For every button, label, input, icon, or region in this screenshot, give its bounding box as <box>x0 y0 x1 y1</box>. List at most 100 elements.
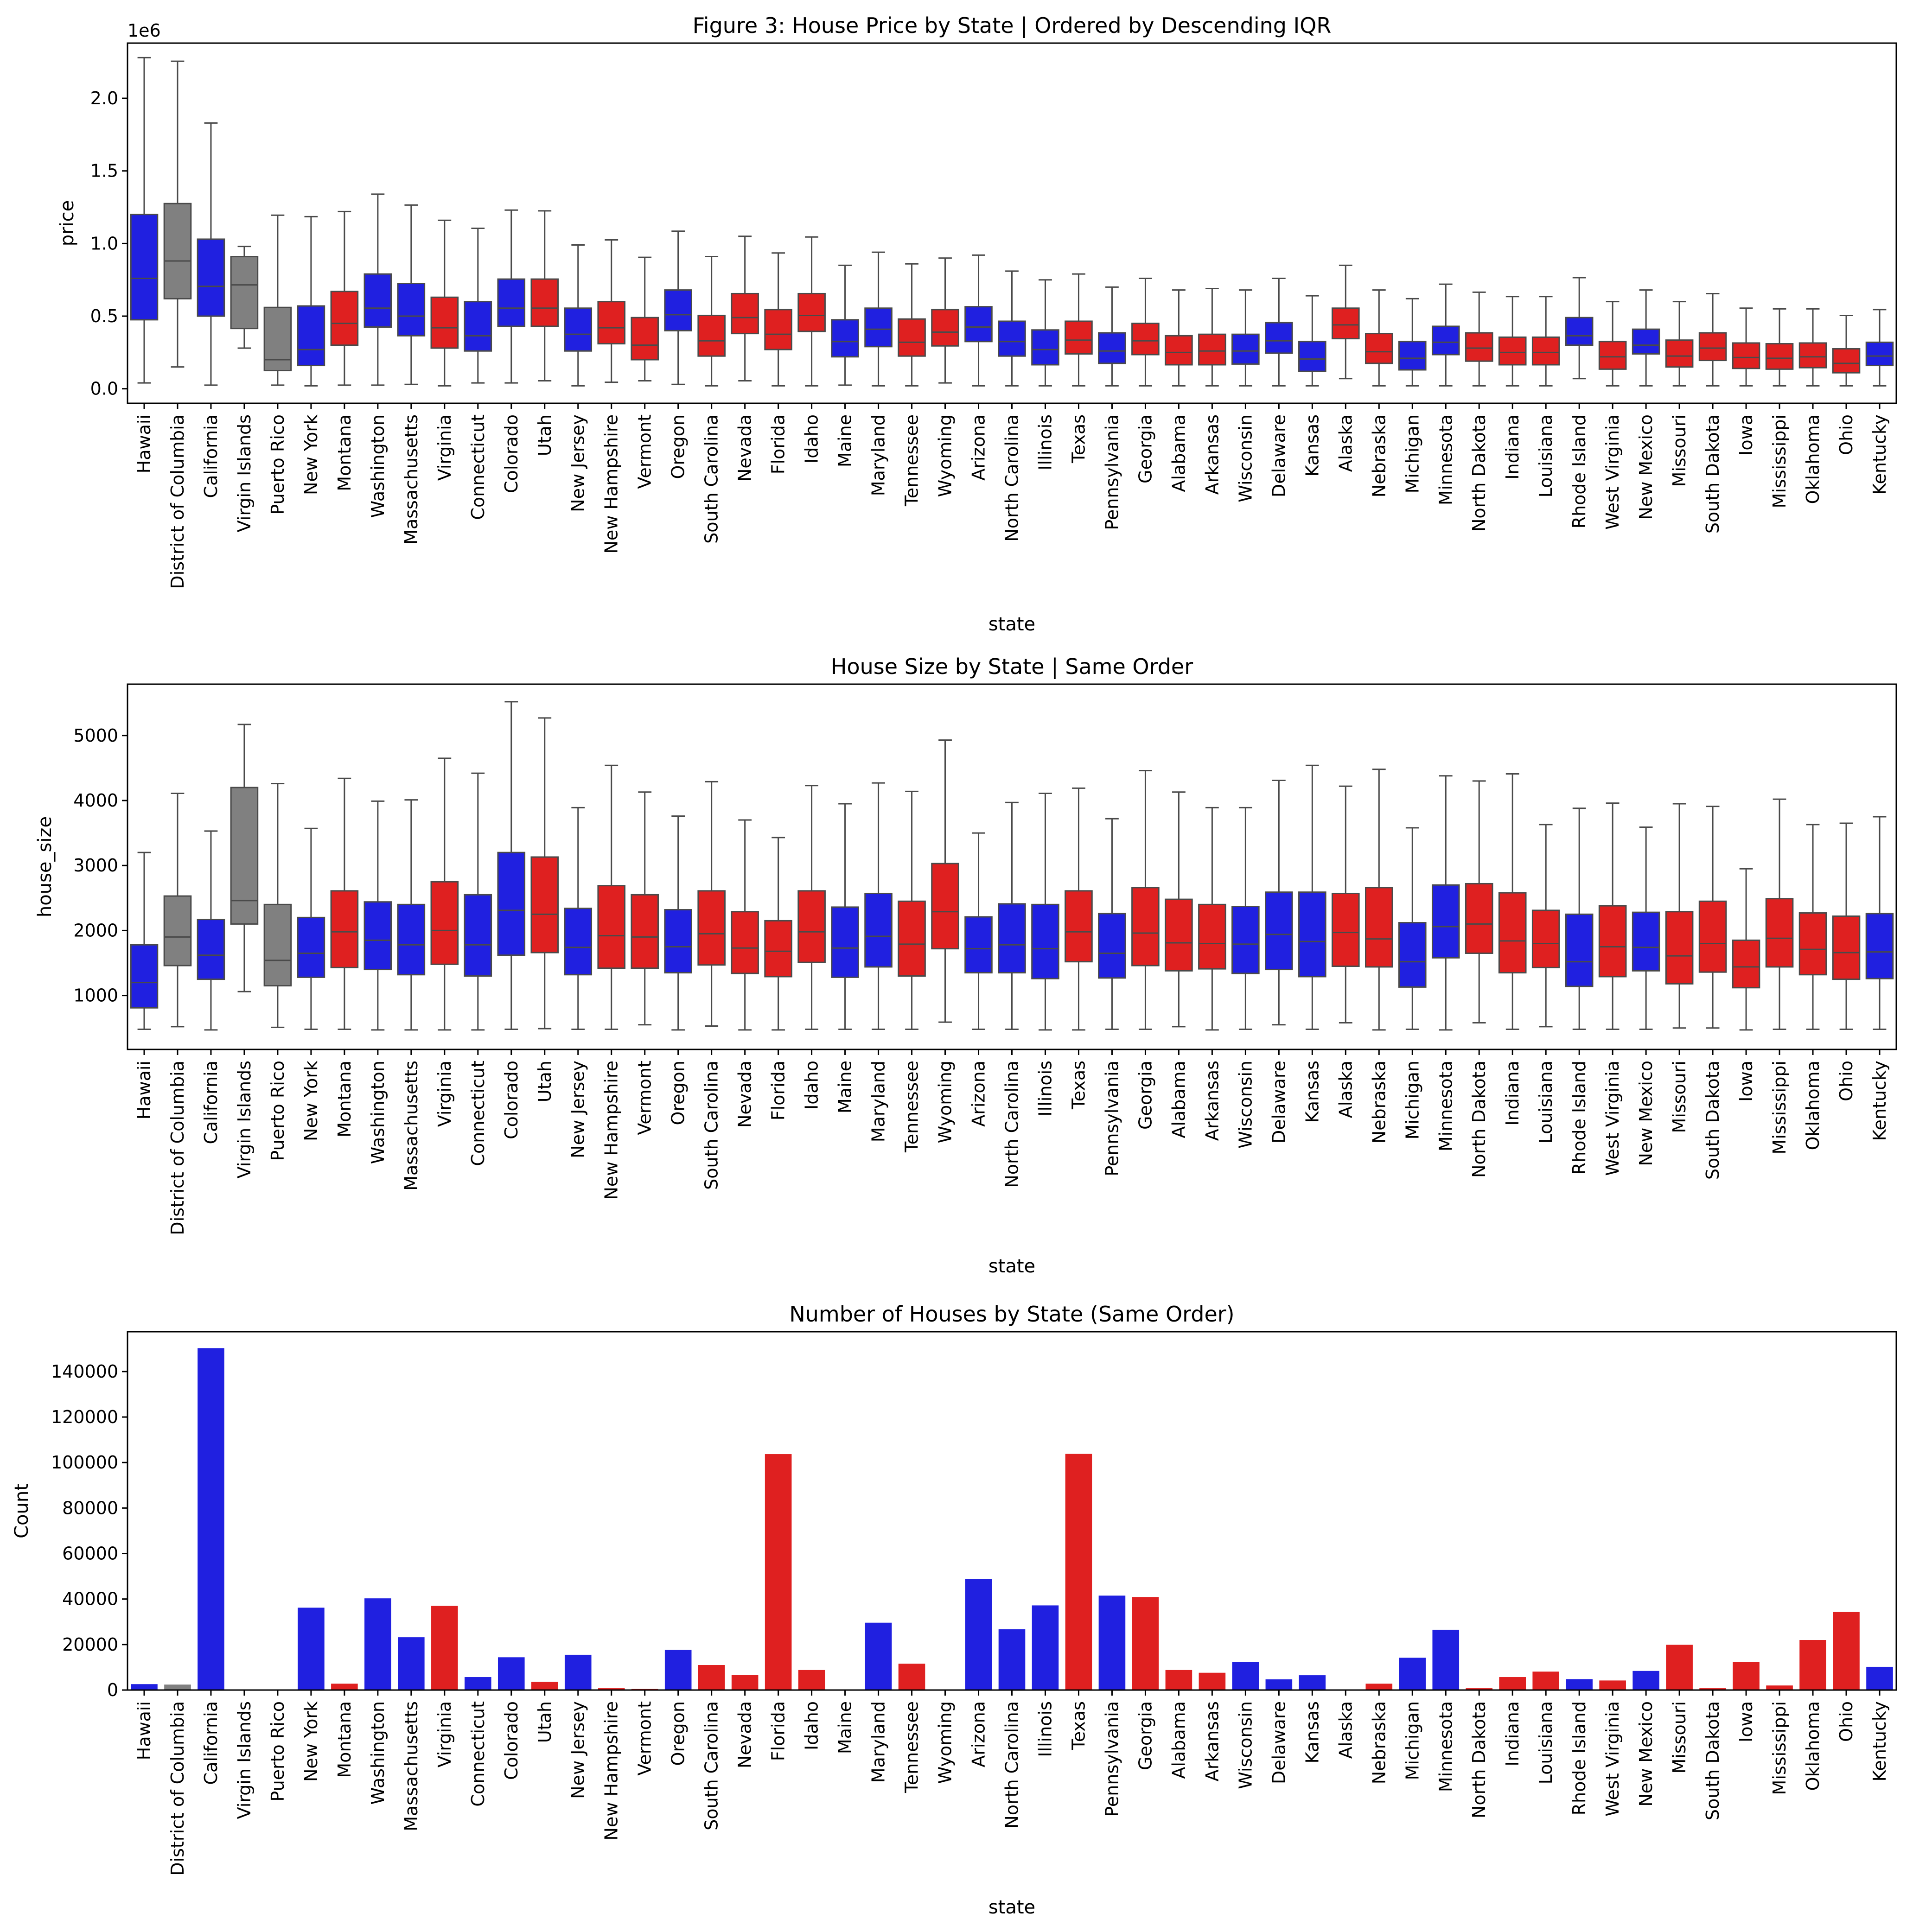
bar-washington <box>364 1598 391 1690</box>
bar-kentucky <box>1866 1666 1893 1690</box>
x-tick-label: Hawaii <box>134 1061 154 1119</box>
bar-new-york <box>298 1608 325 1690</box>
box-texas <box>1065 273 1093 387</box>
iqr-box <box>1765 898 1794 968</box>
x-tick-label: Indiana <box>1502 414 1523 480</box>
x-tick-label: Iowa <box>1736 414 1756 456</box>
x-tick-label: New York <box>301 1061 321 1141</box>
x-tick-label: Connecticut <box>468 414 488 520</box>
bar-north-carolina <box>998 1629 1026 1690</box>
box-georgia <box>1131 769 1160 1030</box>
iqr-box <box>1131 887 1160 966</box>
chart-title: Figure 3: House Price by State | Ordered… <box>693 13 1332 38</box>
y-tick-label: 40000 <box>62 1589 118 1609</box>
x-tick-label: Montana <box>334 1061 355 1138</box>
y-tick-label: 0 <box>107 1680 118 1700</box>
box-kansas <box>1298 295 1326 387</box>
bar-tennessee <box>898 1664 925 1690</box>
x-tick-label: Iowa <box>1736 1061 1756 1102</box>
boxes <box>130 701 1894 1031</box>
bar-montana <box>331 1684 358 1690</box>
box-west-virginia <box>1598 802 1627 1030</box>
x-tick-label: California <box>201 414 221 498</box>
box-michigan <box>1398 827 1427 1030</box>
x-tick-label: Wyoming <box>935 1701 956 1784</box>
iqr-box <box>163 203 192 299</box>
x-tick-label: Rhode Island <box>1569 1701 1589 1815</box>
bar-hawaii <box>131 1684 158 1690</box>
x-tick-label: Virginia <box>434 414 455 481</box>
iqr-box <box>497 852 526 956</box>
box-indiana <box>1498 773 1527 1030</box>
x-tick-label: Wisconsin <box>1235 1701 1256 1789</box>
x-tick-label: North Carolina <box>1002 1061 1022 1188</box>
x-tick-label: Idaho <box>802 414 822 464</box>
box-south-dakota <box>1698 292 1727 387</box>
x-tick-label: New Hampshire <box>601 1061 622 1200</box>
x-tick-label: Kansas <box>1302 1701 1322 1764</box>
x-tick-label: Utah <box>535 1061 555 1102</box>
x-tick-label: Kansas <box>1302 414 1322 477</box>
y-tick-label: 80000 <box>62 1498 118 1518</box>
x-tick-label: Ohio <box>1836 1061 1856 1101</box>
bar-pennsylvania <box>1098 1595 1126 1690</box>
y-tick-label: 120000 <box>51 1407 118 1427</box>
x-tick-label: Colorado <box>501 414 522 493</box>
box-district-of-columbia <box>163 60 192 368</box>
x-tick-label: South Carolina <box>701 1701 722 1830</box>
iqr-box <box>797 890 826 963</box>
box-louisiana <box>1531 824 1560 1028</box>
iqr-box <box>998 320 1026 357</box>
x-tick-label: Wyoming <box>935 414 956 497</box>
y-tick-label: 5000 <box>73 725 118 746</box>
x-tick-label: Michigan <box>1402 1701 1422 1780</box>
count-bar-panel: Number of Houses by State (Same Order) C… <box>11 1302 1897 1918</box>
x-tick-label: Florida <box>768 414 789 474</box>
box-oklahoma <box>1798 308 1827 387</box>
axes-frame <box>127 1331 1897 1691</box>
iqr-box <box>1832 915 1861 980</box>
box-arizona <box>964 832 993 1030</box>
x-tick-label: Missouri <box>1669 1701 1690 1773</box>
x-tick-label: Arizona <box>969 1061 989 1127</box>
y-tick-label: 0.5 <box>90 306 118 326</box>
box-michigan <box>1398 298 1427 387</box>
box-wyoming <box>931 739 959 1023</box>
y-tick-label: 100000 <box>51 1452 118 1473</box>
x-tick-label: South Carolina <box>701 414 722 544</box>
iqr-box <box>1098 332 1126 364</box>
box-oregon <box>664 230 692 385</box>
x-tick-label: Montana <box>334 414 355 491</box>
x-tick-label: Delaware <box>1269 1701 1289 1784</box>
box-nevada <box>731 235 759 381</box>
x-tick-label: Oregon <box>668 1061 689 1125</box>
x-tick-label: Utah <box>535 1701 555 1743</box>
chart-title: House Size by State | Same Order <box>831 654 1193 680</box>
bars <box>131 1348 1893 1690</box>
iqr-box <box>964 916 993 974</box>
box-minnesota <box>1431 775 1460 1031</box>
bar-wisconsin <box>1232 1662 1259 1690</box>
box-maine <box>831 803 859 1030</box>
y-axis-label: price <box>57 200 78 247</box>
bar-west-virginia <box>1599 1680 1626 1690</box>
bar-mississippi <box>1766 1685 1793 1690</box>
box-pennsylvania <box>1098 286 1126 387</box>
x-tick-label: New York <box>301 414 321 495</box>
iqr-box <box>831 906 859 978</box>
bar-new-mexico <box>1632 1671 1659 1690</box>
x-tick-label: Illinois <box>1035 1061 1055 1117</box>
bar-maryland <box>865 1622 892 1690</box>
box-maryland <box>864 782 893 1030</box>
box-oregon <box>664 815 692 1031</box>
iqr-box <box>1098 913 1126 979</box>
x-tick-label: Maine <box>835 1061 855 1113</box>
box-minnesota <box>1431 283 1460 387</box>
box-connecticut <box>464 227 492 384</box>
bar-louisiana <box>1532 1671 1559 1690</box>
x-tick-label: West Virginia <box>1602 1701 1623 1817</box>
iqr-box <box>1431 884 1460 959</box>
box-california <box>197 830 225 1031</box>
box-rhode-island <box>1565 277 1594 380</box>
x-tick-label: North Carolina <box>1002 414 1022 542</box>
